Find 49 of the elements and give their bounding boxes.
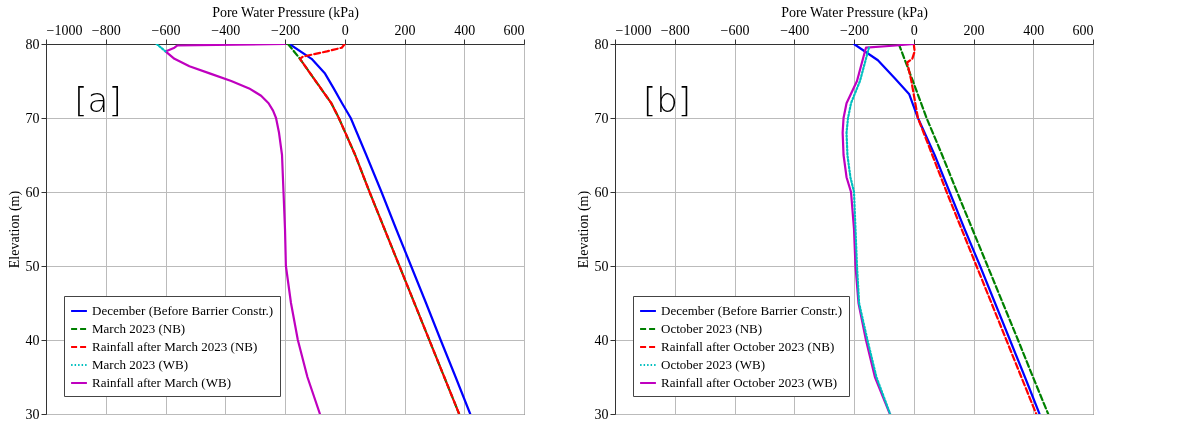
x-tick-label: −1000 (46, 22, 83, 38)
x-tick-label: −200 (271, 22, 300, 38)
x-tick-label: 400 (454, 22, 476, 38)
x-tick-label: 600 (503, 22, 525, 38)
legend-label: Rainfall after October 2023 (WB) (661, 375, 838, 390)
y-tick-label: 70 (594, 110, 609, 126)
legend-label: March 2023 (WB) (92, 357, 189, 372)
x-tick-label: 600 (1072, 22, 1094, 38)
y-tick-label: 80 (594, 36, 609, 52)
legend-label: Rainfall after October 2023 (NB) (661, 339, 835, 354)
legend-label: Rainfall after March (WB) (92, 375, 231, 390)
x-tick-label: −1000 (615, 22, 652, 38)
legend-label: March 2023 (NB) (92, 321, 186, 336)
x-tick-label: 0 (910, 22, 918, 38)
y-tick-label: 40 (25, 332, 40, 348)
y-tick-label: 40 (594, 332, 609, 348)
legend-label: December (Before Barrier Constr.) (92, 303, 274, 318)
x-tick-label: 0 (341, 22, 349, 38)
x-axis-title: Pore Water Pressure (kPa) (212, 4, 360, 21)
x-tick-label: −800 (91, 22, 121, 38)
y-axis-title: Elevation (m) (575, 190, 592, 269)
y-tick-label: 50 (25, 258, 40, 274)
annotation: [b] (642, 80, 692, 120)
annotation: [a] (74, 80, 122, 120)
y-tick-label: 70 (25, 110, 40, 126)
x-tick-label: −600 (151, 22, 181, 38)
x-axis-title: Pore Water Pressure (kPa) (781, 4, 929, 21)
line-series (841, 44, 915, 414)
y-tick-label: 30 (25, 406, 40, 422)
x-tick-label: 400 (1023, 22, 1045, 38)
x-tick-label: −400 (211, 22, 241, 38)
y-tick-label: 60 (25, 184, 40, 200)
x-tick-label: −400 (780, 22, 810, 38)
legend-label: October 2023 (WB) (661, 357, 765, 372)
x-tick-label: −800 (660, 22, 690, 38)
y-tick-label: 30 (594, 406, 609, 422)
legend-label: December (Before Barrier Constr.) (661, 303, 843, 318)
line-series (845, 46, 892, 414)
line-series (852, 44, 1041, 414)
y-tick-label: 60 (594, 184, 609, 200)
legend-label: Rainfall after March 2023 (NB) (92, 339, 258, 354)
x-tick-label: 200 (963, 22, 985, 38)
x-tick-label: −600 (720, 22, 750, 38)
legend-label: October 2023 (NB) (661, 321, 763, 336)
x-tick-label: 200 (394, 22, 416, 38)
y-axis-title: Elevation (m) (6, 190, 23, 269)
y-tick-label: 50 (594, 258, 609, 274)
x-tick-label: −200 (840, 22, 869, 38)
y-tick-label: 80 (25, 36, 40, 52)
